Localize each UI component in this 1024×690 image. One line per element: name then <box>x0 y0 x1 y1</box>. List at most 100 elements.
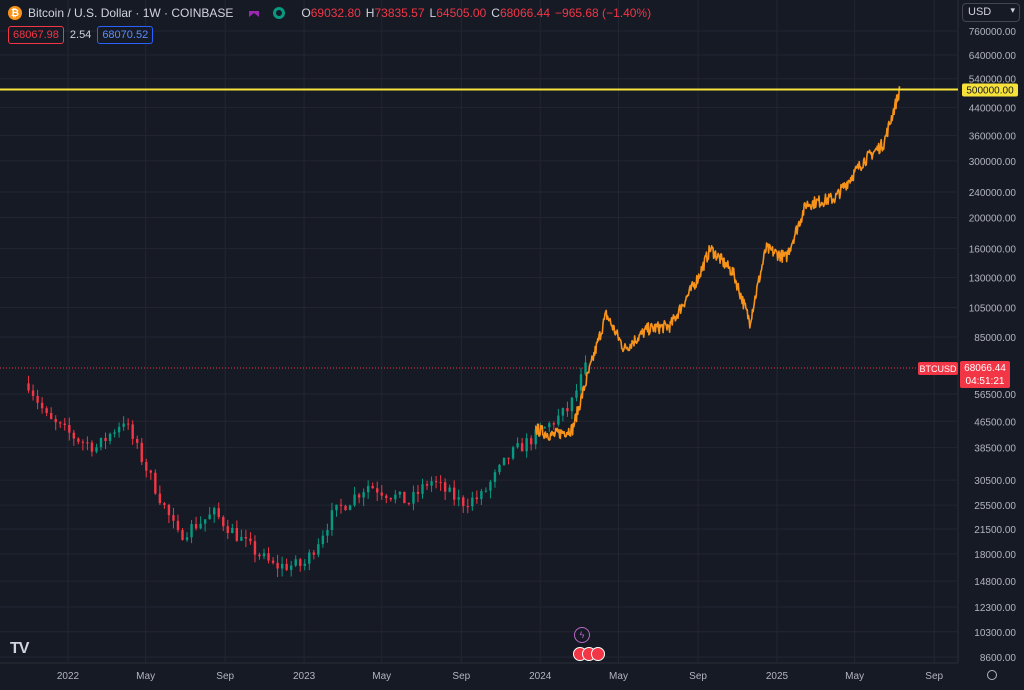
buy-price-button[interactable]: 68070.52 <box>97 26 154 44</box>
open-key: O <box>301 6 311 20</box>
candle-body <box>190 524 193 538</box>
last-price-label: 68066.44 <box>964 363 1006 374</box>
candle-body <box>529 438 533 445</box>
candle-body <box>154 472 157 494</box>
candle-body <box>104 437 107 441</box>
y-tick-label: 12300.00 <box>974 603 1016 614</box>
projection-line <box>534 86 901 441</box>
candle-body <box>31 390 35 396</box>
candle-body <box>276 562 279 569</box>
flag-icon[interactable] <box>249 11 260 17</box>
currency-label: USD <box>968 6 992 18</box>
low-key: L <box>429 6 437 20</box>
candle-body <box>63 423 66 425</box>
close-value: 68066.44 <box>499 6 551 20</box>
candle-body <box>258 554 261 557</box>
y-tick-label: 360000.00 <box>969 131 1017 142</box>
symbol-title[interactable]: Bitcoin / U.S. Dollar · 1W · COINBASE <box>28 6 234 20</box>
candle-body <box>212 508 216 515</box>
candle-body <box>149 470 153 473</box>
candle-body <box>493 472 497 482</box>
candle-body <box>348 505 352 511</box>
candle-body <box>167 504 171 516</box>
candle-body <box>575 390 578 398</box>
us-flag-icon[interactable] <box>573 647 605 661</box>
candle-body <box>267 553 270 561</box>
candle-body <box>434 481 438 483</box>
candle-body <box>443 482 447 492</box>
gear-icon[interactable] <box>987 670 997 680</box>
candle-body <box>312 552 316 555</box>
x-tick-label: May <box>845 671 864 682</box>
candle-body <box>253 541 257 555</box>
x-tick-label: 2024 <box>529 671 552 682</box>
candle-body <box>339 504 343 506</box>
y-tick-label: 130000.00 <box>969 274 1017 285</box>
y-tick-label: 760000.00 <box>969 27 1017 38</box>
candle-body <box>548 423 551 428</box>
target-level-label: 500000.00 <box>966 85 1014 96</box>
candle-body <box>27 383 30 391</box>
low-value: 64505.00 <box>436 6 487 20</box>
candle-body <box>407 503 411 505</box>
candle-body <box>235 527 239 541</box>
currency-select[interactable]: USD ▾ <box>962 3 1020 22</box>
candle-body <box>462 497 465 507</box>
lightning-icon[interactable]: ϟ <box>574 627 590 643</box>
y-tick-label: 46500.00 <box>974 417 1016 428</box>
candle-body <box>362 492 365 498</box>
y-tick-label: 14800.00 <box>974 577 1016 588</box>
candle-body <box>516 443 519 448</box>
candle-body <box>163 503 166 505</box>
candle-body <box>466 506 469 508</box>
candle-body <box>108 433 112 441</box>
y-tick-label: 240000.00 <box>969 188 1017 199</box>
y-tick-label: 30500.00 <box>974 476 1016 487</box>
close-key: C <box>491 6 500 20</box>
candle-body <box>176 520 180 531</box>
candle-body <box>398 491 402 495</box>
y-tick-label: 440000.00 <box>969 103 1017 114</box>
candle-body <box>425 484 429 486</box>
candle-body <box>231 527 234 534</box>
candle-body <box>262 553 266 557</box>
candle-body <box>439 482 442 484</box>
candle-body <box>299 559 302 566</box>
candle-body <box>416 491 420 494</box>
candle-body <box>520 443 524 452</box>
sell-price-button[interactable]: 68067.98 <box>8 26 64 44</box>
candle-body <box>561 408 565 416</box>
candle-body <box>394 494 397 500</box>
y-tick-label: 56500.00 <box>974 390 1016 401</box>
candle-body <box>353 494 356 506</box>
candle-body <box>326 530 329 536</box>
bid-ask-row: 68067.98 2.54 68070.52 <box>8 26 154 44</box>
spread-value: 2.54 <box>69 29 92 41</box>
candle-body <box>181 530 184 540</box>
candle-body <box>172 515 175 521</box>
ohlc-values: O69032.80 H73835.57 L64505.00 C68066.44 … <box>301 6 651 20</box>
y-tick-label: 8600.00 <box>980 653 1017 664</box>
candle-body <box>280 563 284 569</box>
chevron-down-icon: ▾ <box>1010 5 1015 15</box>
candle-body <box>90 442 94 452</box>
high-key: H <box>365 6 375 20</box>
last-price-label-bg <box>960 361 1010 389</box>
candle-body <box>471 497 474 507</box>
x-tick-label: Sep <box>689 671 707 682</box>
y-tick-label: 85000.00 <box>974 333 1016 344</box>
target-level-label-bg <box>962 83 1018 97</box>
candle-body <box>498 464 501 473</box>
y-tick-label: 21500.00 <box>974 525 1016 536</box>
candle-body <box>72 432 76 439</box>
x-tick-label: Sep <box>216 671 234 682</box>
y-tick-label: 38500.00 <box>974 444 1016 455</box>
candle-body <box>217 508 220 518</box>
candle-body <box>36 395 39 403</box>
candle-body <box>249 538 252 542</box>
candle-body <box>194 524 198 529</box>
candle-body <box>45 408 48 413</box>
candle-body <box>579 374 583 391</box>
